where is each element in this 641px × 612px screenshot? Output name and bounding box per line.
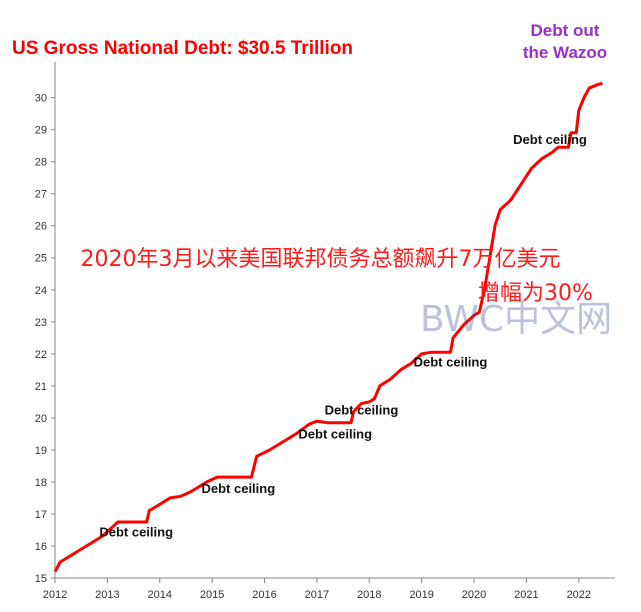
x-tick-label: 2021 [514,589,538,601]
y-tick-label: 18 [35,477,47,489]
y-tick-label: 15 [35,573,47,585]
x-tick-label: 2015 [200,589,224,601]
debt-ceiling-annotation: Debt ceiling [414,355,488,370]
x-tick-label: 2017 [305,589,329,601]
debt-ceiling-annotation: Debt ceiling [325,403,399,418]
x-tick-label: 2014 [148,589,172,601]
x-tick-label: 2019 [409,589,433,601]
x-tick-label: 2020 [462,589,486,601]
corner-note-line-1: Debt out [530,21,600,40]
corner-note-line-2: the Wazoo [522,43,608,62]
corner-note: Debt out the Wazoo [505,20,625,64]
y-tick-label: 25 [35,253,47,265]
y-tick-label: 21 [35,381,47,393]
y-tick-label: 22 [35,349,47,361]
y-tick-label: 30 [35,93,47,105]
chart-title: US Gross National Debt: $30.5 Trillion [12,38,354,59]
overlay-caption-line-1: 2020年3月以来美国联邦债务总额飙升7万亿美元 [80,247,561,272]
y-tick-label: 28 [35,157,47,169]
y-tick-label: 27 [35,189,47,201]
x-tick-label: 2012 [43,589,67,601]
debt-ceiling-annotation: Debt ceiling [298,427,372,442]
x-tick-label: 2022 [567,589,591,601]
y-tick-label: 29 [35,125,47,137]
y-tick-label: 20 [35,413,47,425]
debt-series-line [53,81,603,573]
y-tick-label: 23 [35,317,47,329]
debt-ceiling-annotation: Debt ceiling [513,132,587,147]
y-tick-label: 24 [35,285,47,297]
x-tick-label: 2016 [252,589,276,601]
y-tick-label: 26 [35,221,47,233]
watermark: BWC中文网 [420,299,613,340]
y-tick-label: 16 [35,541,47,553]
x-tick-label: 2018 [357,589,381,601]
debt-ceiling-annotation: Debt ceiling [99,524,173,539]
y-tick-label: 19 [35,445,47,457]
debt-ceiling-annotation: Debt ceiling [201,481,275,496]
y-tick-label: 17 [35,509,47,521]
overlay-caption-line-2: 增幅为30% [478,281,593,306]
x-tick-label: 2013 [95,589,119,601]
